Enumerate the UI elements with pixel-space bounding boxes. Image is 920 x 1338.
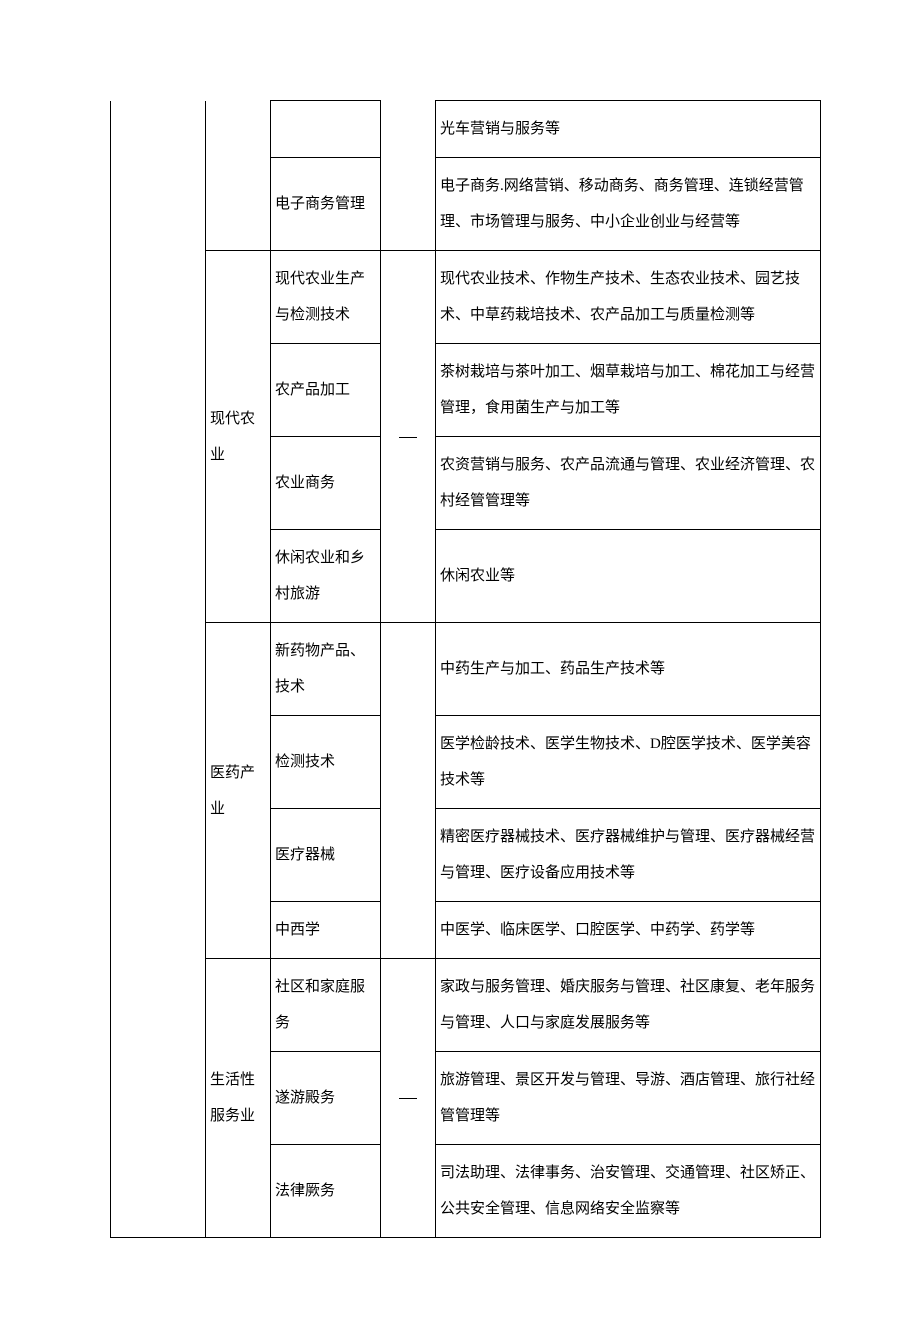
table-cell: 社区和家庭服务 bbox=[271, 959, 381, 1052]
table-cell: 司法助理、法律事务、治安管理、交通管理、社区矫正、公共安全管理、信息网络安全监察… bbox=[436, 1145, 821, 1238]
table-cell: 遂游殿务 bbox=[271, 1052, 381, 1145]
table-cell bbox=[381, 101, 436, 251]
industry-table: 光车营销与服务等电子商务管理电子商务.网络营销、移动商务、商务管理、连锁经营管理… bbox=[110, 100, 821, 1238]
table-row: 生活性服务业社区和家庭服务家政与服务管理、婚庆服务与管理、社区康复、老年服务与管… bbox=[111, 959, 821, 1052]
table-cell: 旅游管理、景区开发与管理、导游、酒店管理、旅行社经管管理等 bbox=[436, 1052, 821, 1145]
table-row: 光车营销与服务等 bbox=[111, 101, 821, 158]
table-cell: 休闲农业和乡村旅游 bbox=[271, 530, 381, 623]
table-row: 医药产业新药物产品、技术中药生产与加工、药品生产技术等 bbox=[111, 623, 821, 716]
table-cell bbox=[111, 623, 206, 959]
table-cell bbox=[381, 623, 436, 959]
table-cell: 现代农业 bbox=[206, 251, 271, 623]
table-cell: 医学检龄技术、医学生物技术、D腔医学技术、医学美容技术等 bbox=[436, 716, 821, 809]
table-cell: 法律厥务 bbox=[271, 1145, 381, 1238]
table-cell bbox=[381, 251, 436, 623]
table-cell: 检测技术 bbox=[271, 716, 381, 809]
table-cell: 休闲农业等 bbox=[436, 530, 821, 623]
dash-icon bbox=[399, 1098, 417, 1099]
table-cell: 医药产业 bbox=[206, 623, 271, 959]
table-cell: 现代农业技术、作物生产技术、生态农业技术、园艺技术、中草药栽培技术、农产品加工与… bbox=[436, 251, 821, 344]
table-cell: 电子商务管理 bbox=[271, 158, 381, 251]
table-cell: 家政与服务管理、婚庆服务与管理、社区康复、老年服务与管理、人口与家庭发展服务等 bbox=[436, 959, 821, 1052]
table-cell: 现代农业生产与检测技术 bbox=[271, 251, 381, 344]
page: 光车营销与服务等电子商务管理电子商务.网络营销、移动商务、商务管理、连锁经营管理… bbox=[0, 0, 920, 1338]
table-cell bbox=[111, 101, 206, 251]
table-cell bbox=[271, 101, 381, 158]
table-cell: 电子商务.网络营销、移动商务、商务管理、连锁经营管理、市场管理与服务、中小企业创… bbox=[436, 158, 821, 251]
table-cell: 医疗器械 bbox=[271, 809, 381, 902]
table-cell bbox=[111, 959, 206, 1238]
table-cell: 中药生产与加工、药品生产技术等 bbox=[436, 623, 821, 716]
table-cell bbox=[111, 251, 206, 623]
dash-icon bbox=[399, 437, 417, 438]
table-cell bbox=[206, 101, 271, 251]
table-cell: 农产品加工 bbox=[271, 344, 381, 437]
table-cell: 中医学、临床医学、口腔医学、中药学、药学等 bbox=[436, 902, 821, 959]
table-cell: 中西学 bbox=[271, 902, 381, 959]
table-cell: 新药物产品、技术 bbox=[271, 623, 381, 716]
table-row: 现代农业现代农业生产与检测技术现代农业技术、作物生产技术、生态农业技术、园艺技术… bbox=[111, 251, 821, 344]
table-cell: 茶树栽培与茶叶加工、烟草栽培与加工、棉花加工与经营管理，食用菌生产与加工等 bbox=[436, 344, 821, 437]
table-cell: 生活性服务业 bbox=[206, 959, 271, 1238]
table-cell: 农业商务 bbox=[271, 437, 381, 530]
table-cell bbox=[381, 959, 436, 1238]
table-cell: 农资营销与服务、农产品流通与管理、农业经济管理、农村经管管理等 bbox=[436, 437, 821, 530]
table-cell: 精密医疗器械技术、医疗器械维护与管理、医疗器械经营与管理、医疗设备应用技术等 bbox=[436, 809, 821, 902]
table-cell: 光车营销与服务等 bbox=[436, 101, 821, 158]
